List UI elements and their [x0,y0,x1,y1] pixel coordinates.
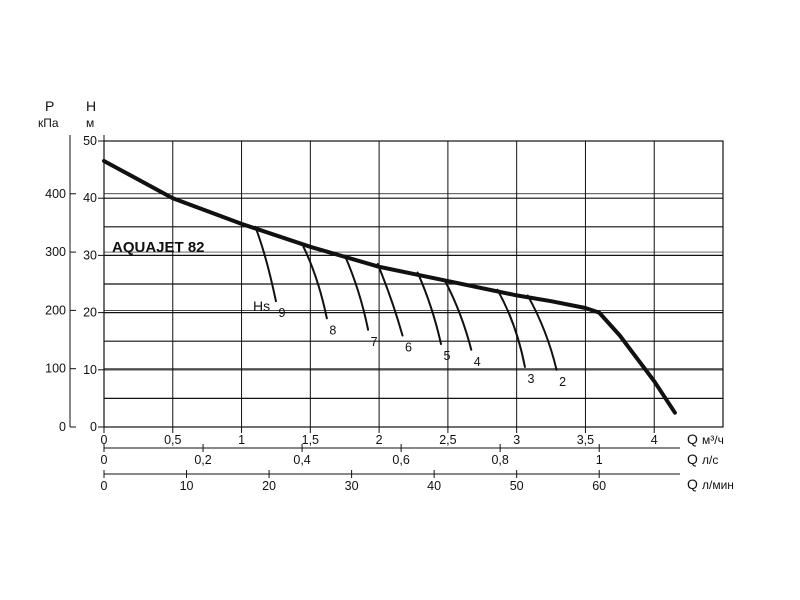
pressure-tick-label: 0 [59,420,66,434]
suction-curve-label-7: 7 [371,335,378,349]
suction-curve-2 [526,294,558,371]
flow-axis-1-tick-label: 2,5 [439,433,456,447]
head-tick-label: 40 [83,191,97,205]
head-tick-label: 20 [83,306,97,320]
suction-curve-5 [416,271,443,346]
suction-curve-label-3: 3 [527,372,534,386]
flow-axis-1-tick-label: 0,5 [164,433,181,447]
suction-label: Hs [253,298,270,314]
suction-curve-label-2: 2 [559,375,566,389]
main-pump-curve [102,159,677,415]
head-tick-label: 0 [90,420,97,434]
flow-axis-1-tick-label: 1,5 [302,433,319,447]
suction-curve-4 [444,280,473,351]
flow-axis-3-tick-label: 50 [510,479,524,493]
flow-axis-2-tick-label: 0,8 [491,453,508,467]
flow-axis-1-tick-label: 3,5 [577,433,594,447]
pressure-axis-unit: кПа [38,116,59,130]
flow-axis-2-label: Q [687,451,698,467]
flow-axis-1-tick-label: 3 [513,433,520,447]
suction-curve-label-5: 5 [444,349,451,363]
flow-axis-1-unit: м³/ч [702,433,724,447]
flow-axis-2-tick-label: 1 [596,453,603,467]
suction-curve-9 [254,225,277,303]
suction-curve-label-9: 9 [278,306,285,320]
head-tick-label: 10 [83,363,97,377]
suction-curve-8 [302,245,328,320]
flow-axis-1-tick-label: 1 [238,433,245,447]
head-tick-label: 30 [83,248,97,262]
pressure-tick-label: 400 [45,187,66,201]
flow-axis-1-tick-label: 2 [376,433,383,447]
flow-axis-2-tick-label: 0,4 [293,453,310,467]
flow-axis-2-tick-label: 0,6 [392,453,409,467]
head-axis-label: H [86,98,96,114]
flow-axis-3-tick-label: 30 [345,479,359,493]
flow-axis-3-tick-label: 60 [592,479,606,493]
suction-curve-label-4: 4 [474,355,481,369]
flow-axis-2-tick-label: 0,2 [194,453,211,467]
flow-axis-1-tick-label: 4 [651,433,658,447]
pressure-tick-label: 100 [45,362,66,376]
pressure-tick-label: 200 [45,303,66,317]
axes [69,135,680,478]
curves [102,159,677,415]
chart-title: AQUAJET 82 [112,239,205,256]
suction-curve-label-8: 8 [329,323,336,337]
flow-axis-1-label: Q [687,431,698,447]
flow-axis-2-tick-label: 0 [101,453,108,467]
flow-axis-3-tick-label: 0 [101,479,108,493]
pressure-axis-label: P [45,98,54,114]
suction-curve-7 [343,254,370,331]
head-tick-label: 50 [83,134,97,148]
flow-axis-1-tick-label: 0 [101,433,108,447]
suction-curve-label-6: 6 [405,340,412,354]
flow-axis-3-tick-label: 10 [180,479,194,493]
flow-axis-3-tick-label: 20 [262,479,276,493]
suction-curve-3 [496,288,526,368]
suction-curve-6 [376,262,404,337]
flow-axis-2-unit: л/с [702,453,718,467]
grid [103,140,724,428]
flow-axis-3-tick-label: 40 [427,479,441,493]
head-axis-unit: м [86,116,94,130]
flow-axis-3-unit: л/мин [702,478,734,492]
flow-axis-3-label: Q [687,476,698,492]
pressure-tick-label: 300 [45,245,66,259]
